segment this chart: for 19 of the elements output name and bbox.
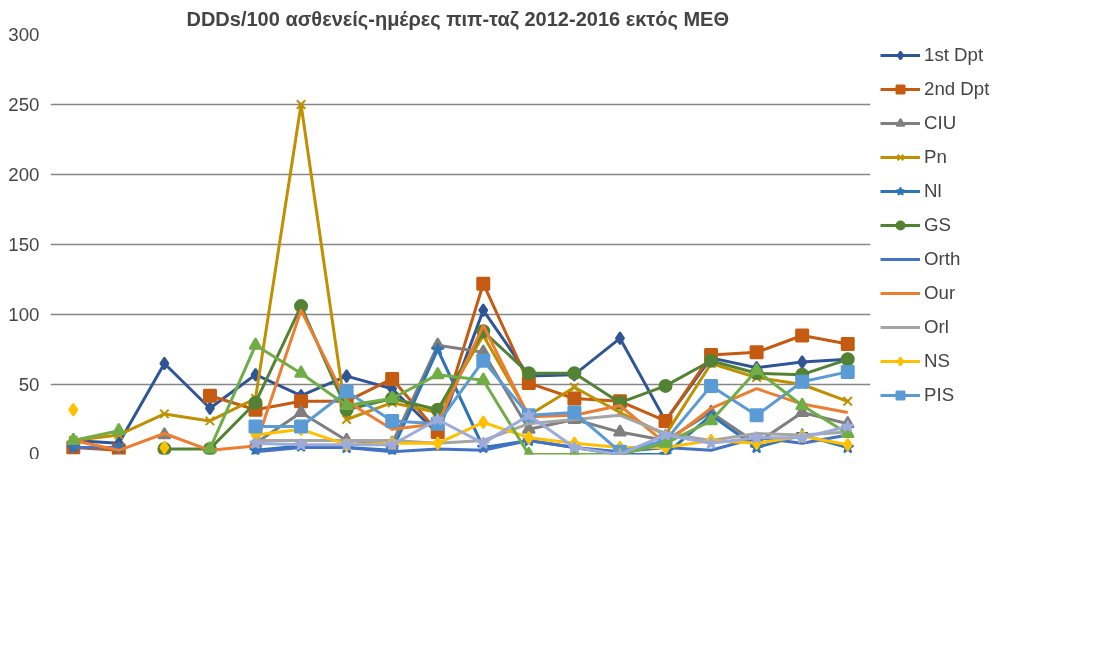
y-tick-label: 50: [18, 374, 40, 395]
legend-label: 1st Dpt: [924, 44, 984, 66]
legend-label: Our: [924, 282, 956, 304]
y-tick-label: 250: [8, 94, 40, 115]
y-tick-label: 150: [8, 234, 40, 255]
legend-label: 2nd Dpt: [924, 78, 990, 100]
y-tick-label: 0: [29, 442, 40, 464]
chart-title: DDDs/100 ασθενείς-ημέρες πιπ-ταζ 2012-2016 εκτός ΜΕΘ: [186, 7, 729, 30]
legend-label: CIU: [924, 112, 957, 134]
legend-label: Pn: [924, 146, 947, 168]
legend-label: Orth: [924, 248, 961, 270]
legend-label: Orl: [924, 316, 949, 338]
legend-label: GS: [924, 214, 951, 236]
legend-label: PIS: [924, 384, 955, 406]
legend-label: NS: [924, 350, 950, 372]
y-tick-label: 300: [8, 24, 40, 45]
y-tick-label: 200: [8, 164, 40, 185]
legend-label: Nl: [924, 180, 943, 202]
y-tick-label: 100: [8, 304, 40, 325]
